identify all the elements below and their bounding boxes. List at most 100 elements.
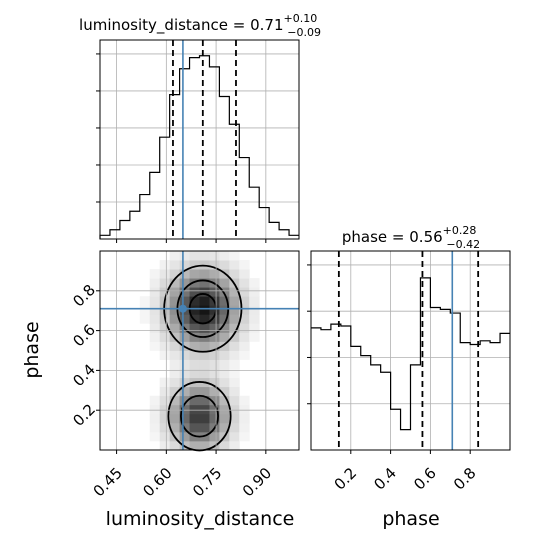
luminosity-distance-title: luminosity_distance = 0.71+0.10 −0.09 — [79, 12, 321, 39]
density-cell — [159, 422, 171, 433]
density-cell — [189, 440, 200, 451]
density-cell — [159, 260, 171, 270]
density-cell — [209, 368, 220, 379]
density-cell — [149, 395, 161, 406]
density-cell — [229, 359, 240, 369]
density-cell — [229, 287, 240, 297]
density-cell — [199, 368, 210, 379]
density-cell — [159, 341, 171, 351]
density-cell — [189, 368, 200, 379]
density-cell — [219, 287, 230, 297]
density-cell — [149, 413, 161, 424]
density-cell — [209, 314, 220, 324]
density-cell — [209, 323, 220, 333]
density-cell — [239, 278, 250, 288]
density-cell — [169, 359, 180, 369]
density-cell — [199, 350, 210, 360]
density-cell — [219, 395, 230, 406]
density-cell — [239, 350, 250, 360]
phase-histogram-panel: 0.2 0.4 0.6 0.8 phase = 0.56+0.28 −0.42 phas… — [307, 224, 511, 530]
density-cell — [139, 305, 151, 315]
density-cell — [179, 350, 190, 360]
density-cell — [209, 431, 220, 442]
density-cell — [169, 269, 180, 279]
density-cell — [169, 260, 180, 270]
density-cell — [219, 278, 230, 288]
density-cell — [209, 332, 220, 342]
density-cell — [169, 341, 180, 351]
density-cell — [159, 332, 171, 342]
density-cell — [179, 413, 190, 424]
density-cell — [229, 350, 240, 360]
density-cell — [209, 377, 220, 388]
density-cell — [159, 287, 171, 297]
density-cell — [139, 296, 151, 306]
density-cell — [219, 341, 230, 351]
density-cell — [189, 422, 200, 433]
x-tick-label: 0.2 — [331, 464, 361, 494]
density-cell — [169, 377, 180, 388]
density-cell — [169, 323, 180, 333]
y-tick-label: 0.6 — [69, 321, 99, 351]
density-cell — [139, 314, 151, 324]
density-cell — [149, 422, 161, 433]
density-cell — [209, 395, 220, 406]
density-cell — [229, 386, 240, 397]
density-cell — [169, 413, 180, 424]
density-cell — [159, 278, 171, 288]
y-axis-label-phase: phase — [21, 321, 43, 378]
phase-title: phase = 0.56+0.28 −0.42 — [342, 224, 480, 251]
density-cell — [249, 278, 260, 288]
density-cell — [229, 341, 240, 351]
density-cell — [199, 395, 210, 406]
x-tick-label: 0.75 — [189, 464, 225, 500]
density-cell — [159, 269, 171, 279]
density-cell — [159, 395, 171, 406]
density-cell — [209, 251, 220, 261]
density-cell — [169, 251, 180, 261]
density-cell — [179, 332, 190, 342]
density-cell — [229, 260, 240, 270]
y-tick-label: 0.2 — [69, 400, 99, 430]
density-cell — [239, 269, 250, 279]
x-tick-label: 0.6 — [410, 464, 440, 494]
density-cell — [239, 404, 250, 415]
truth-marker — [178, 304, 187, 313]
density-cell — [229, 368, 240, 379]
density-cell — [219, 359, 230, 369]
phase-histogram-line — [311, 277, 510, 431]
density-cell — [189, 350, 200, 360]
density-cell — [199, 422, 210, 433]
density-cell — [199, 305, 210, 315]
density-cell — [189, 278, 200, 288]
density-cell — [179, 431, 190, 442]
density-cell — [179, 377, 190, 388]
density-cell — [209, 341, 220, 351]
density-cell — [219, 323, 230, 333]
density-cell — [239, 431, 250, 442]
density-cell — [199, 278, 210, 288]
x-axis-label-luminosity-distance: luminosity_distance — [106, 508, 295, 530]
density-cell — [209, 404, 220, 415]
density-cell — [159, 404, 171, 415]
density-cell — [149, 296, 161, 306]
density-cell — [209, 359, 220, 369]
joint-panel-frame — [99, 250, 300, 451]
density-cell — [239, 323, 250, 333]
contour-line — [180, 394, 219, 438]
density-cell — [169, 404, 180, 415]
density-cell — [199, 341, 210, 351]
density-cell — [189, 305, 200, 315]
x-tick-label: 0.8 — [450, 464, 480, 494]
density-cell — [219, 350, 230, 360]
density-cell — [189, 404, 200, 415]
density-cell — [239, 341, 250, 351]
density-cell — [179, 368, 190, 379]
luminosity-distance-histogram-frame — [99, 39, 300, 240]
density-cell — [179, 404, 190, 415]
density-cell — [189, 251, 200, 261]
density-cell — [169, 305, 180, 315]
density-cell — [179, 260, 190, 270]
density-cell — [189, 359, 200, 369]
density-cell — [149, 404, 161, 415]
